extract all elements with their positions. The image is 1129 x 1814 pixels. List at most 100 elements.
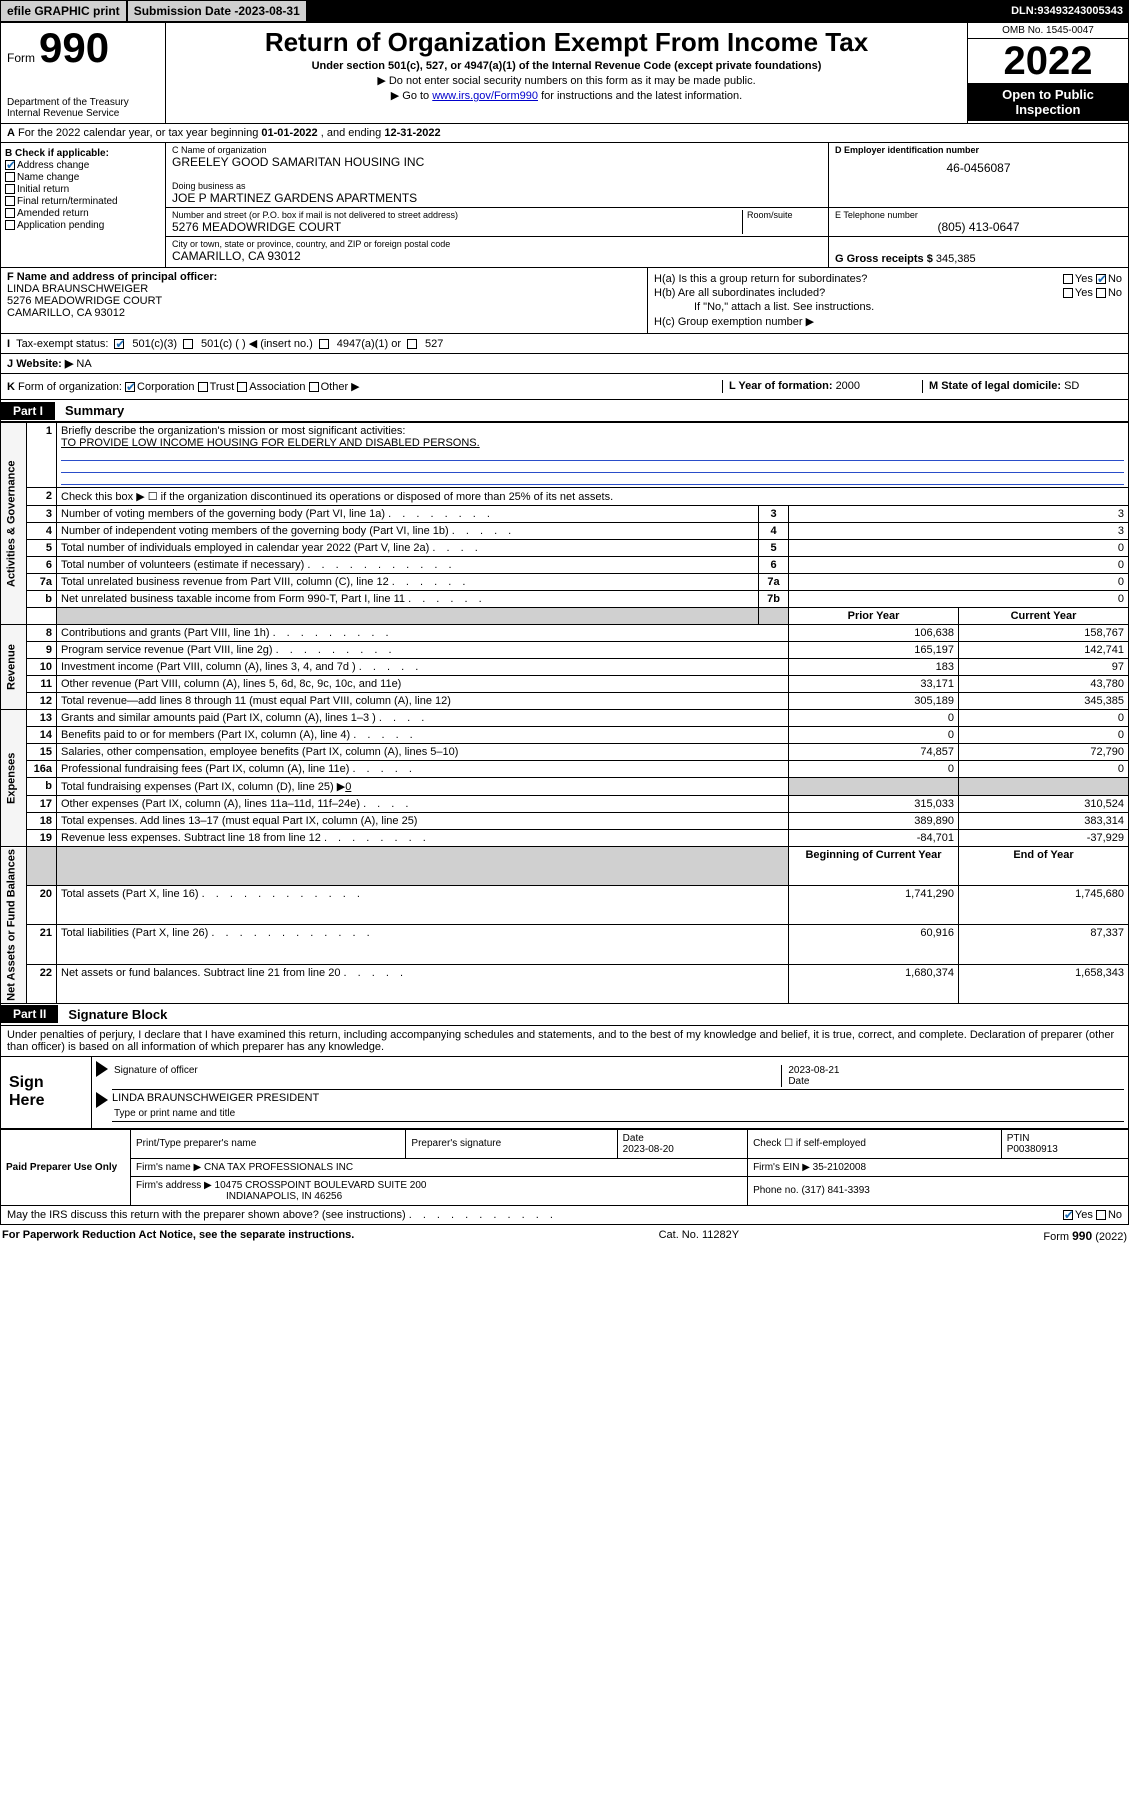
line22-text: Net assets or fund balances. Subtract li… [57,964,789,1003]
form-org-label: Form of organization: [18,381,122,393]
form990-link[interactable]: www.irs.gov/Form990 [432,90,538,102]
line14-curr: 0 [959,727,1129,744]
discuss-yes-checkbox[interactable] [1063,1210,1073,1220]
checkbox-final[interactable] [5,196,15,206]
ha-no: No [1108,273,1122,285]
line15-curr: 72,790 [959,744,1129,761]
checkbox-app-pending[interactable] [5,220,15,230]
arrow-icon [96,1061,108,1077]
cb-corp[interactable] [125,382,135,392]
line10-text: Investment income (Part VIII, column (A)… [57,659,789,676]
lbl-assoc: Association [249,381,305,393]
line11-text: Other revenue (Part VIII, column (A), li… [57,676,789,693]
side-expenses: Expenses [1,710,27,847]
line15-text: Salaries, other compensation, employee b… [57,744,789,761]
na-blank2 [57,847,789,886]
line19-prior: -84,701 [789,830,959,847]
line10-curr: 97 [959,659,1129,676]
officer-typed-name: LINDA BRAUNSCHWEIGER PRESIDENT [112,1092,1124,1104]
ha-yes-checkbox[interactable] [1063,274,1073,284]
paid-preparer-table: Paid Preparer Use Only Print/Type prepar… [0,1129,1129,1206]
checkbox-amended[interactable] [5,208,15,218]
addr-change-label: Address change [17,160,89,171]
ptin-label: PTIN [1007,1133,1030,1144]
cb-501c[interactable] [183,339,193,349]
hdr-prior: Prior Year [789,608,959,625]
paid-preparer-label: Paid Preparer Use Only [1,1129,131,1205]
row-i-label: I [7,338,10,350]
line3-val: 3 [789,506,1129,523]
lbl-corp: Corporation [137,381,194,393]
row-a-mid: , and ending [321,127,385,139]
footer-right: Form 990 (2022) [1043,1229,1127,1243]
ha-no-checkbox[interactable] [1096,274,1106,284]
line17-num: 17 [27,796,57,813]
mission-line-3 [61,473,1124,485]
checkbox-initial[interactable] [5,184,15,194]
footer-form-word: Form [1043,1231,1072,1243]
cb-assoc[interactable] [237,382,247,392]
line3-box: 3 [759,506,789,523]
checkbox-name-change[interactable] [5,172,15,182]
officer-name: LINDA BRAUNSCHWEIGER [7,283,641,295]
title-left: Form 990 Department of the Treasury Inte… [1,23,166,123]
city-value: CAMARILLO, CA 93012 [172,249,822,263]
line10-num: 10 [27,659,57,676]
mission-line-1 [61,449,1124,461]
efile-print-button[interactable]: efile GRAPHIC print [0,0,127,22]
submission-date-button[interactable]: Submission Date - 2023-08-31 [127,0,307,22]
hb-no-checkbox[interactable] [1096,288,1106,298]
row-a: A For the 2022 calendar year, or tax yea… [0,124,1129,143]
line4-num: 4 [27,523,57,540]
tel-label: E Telephone number [835,210,1122,220]
section-cd: C Name of organization GREELEY GOOD SAMA… [166,143,1128,267]
line7a-box: 7a [759,574,789,591]
cb-other[interactable] [309,382,319,392]
cb-4947[interactable] [319,339,329,349]
pt-date-label: Date [623,1133,644,1144]
lbl-501c3: 501(c)(3) [132,338,177,350]
cb-501c3[interactable] [114,339,124,349]
line17-curr: 310,524 [959,796,1129,813]
line6-num: 6 [27,557,57,574]
discuss-no-checkbox[interactable] [1096,1210,1106,1220]
cb-initial: Initial return [5,184,161,195]
row-a-text: For the 2022 calendar year, or tax year … [18,127,261,139]
hb-yes-checkbox[interactable] [1063,288,1073,298]
top-bar: efile GRAPHIC print Submission Date - 20… [0,0,1129,22]
hdr-curr: Current Year [959,608,1129,625]
hc-text: H(c) Group exemption number ▶ [654,315,1122,328]
form-note-1: ▶ Do not enter social security numbers o… [174,74,959,87]
line13-num: 13 [27,710,57,727]
city-label: City or town, state or province, country… [172,239,822,249]
section-h: H(a) Is this a group return for subordin… [648,268,1128,333]
row-k-left: K Form of organization: Corporation Trus… [7,380,722,393]
declaration-text: Under penalties of perjury, I declare th… [0,1026,1129,1057]
tax-exempt-label: Tax-exempt status: [16,338,108,350]
cb-527[interactable] [407,339,417,349]
line15-prior: 74,857 [789,744,959,761]
part1-title: Summary [65,403,124,418]
shade-cell [57,608,759,625]
dept-treasury: Department of the Treasury [7,97,159,108]
sign-here-block: Sign Here Signature of officer 2023-08-2… [0,1057,1129,1129]
firm-ein-cell: Firm's EIN ▶ 35-2102008 [748,1158,1129,1176]
line10-prior: 183 [789,659,959,676]
line8-num: 8 [27,625,57,642]
hb-text: H(b) Are all subordinates included? [654,287,825,299]
checkbox-addr-change[interactable] [5,160,15,170]
line8-text: Contributions and grants (Part VIII, lin… [57,625,789,642]
line9-num: 9 [27,642,57,659]
form-number: Form 990 [7,27,159,69]
firm-addr-1: 10475 CROSSPOINT BOULEVARD SUITE 200 [215,1180,427,1191]
firm-addr-2: INDIANAPOLIS, IN 46256 [226,1191,342,1202]
line18-text: Total expenses. Add lines 13–17 (must eq… [57,813,789,830]
line18-num: 18 [27,813,57,830]
part1-table: Activities & Governance 1 Briefly descri… [0,422,1129,1004]
line16a-text: Professional fundraising fees (Part IX, … [57,761,789,778]
street-cell: Number and street (or P.O. box if mail i… [166,208,828,236]
hdr-boy: Beginning of Current Year [789,847,959,886]
row-k: K Form of organization: Corporation Trus… [0,374,1129,400]
cb-trust[interactable] [198,382,208,392]
line21-curr: 87,337 [959,925,1129,964]
